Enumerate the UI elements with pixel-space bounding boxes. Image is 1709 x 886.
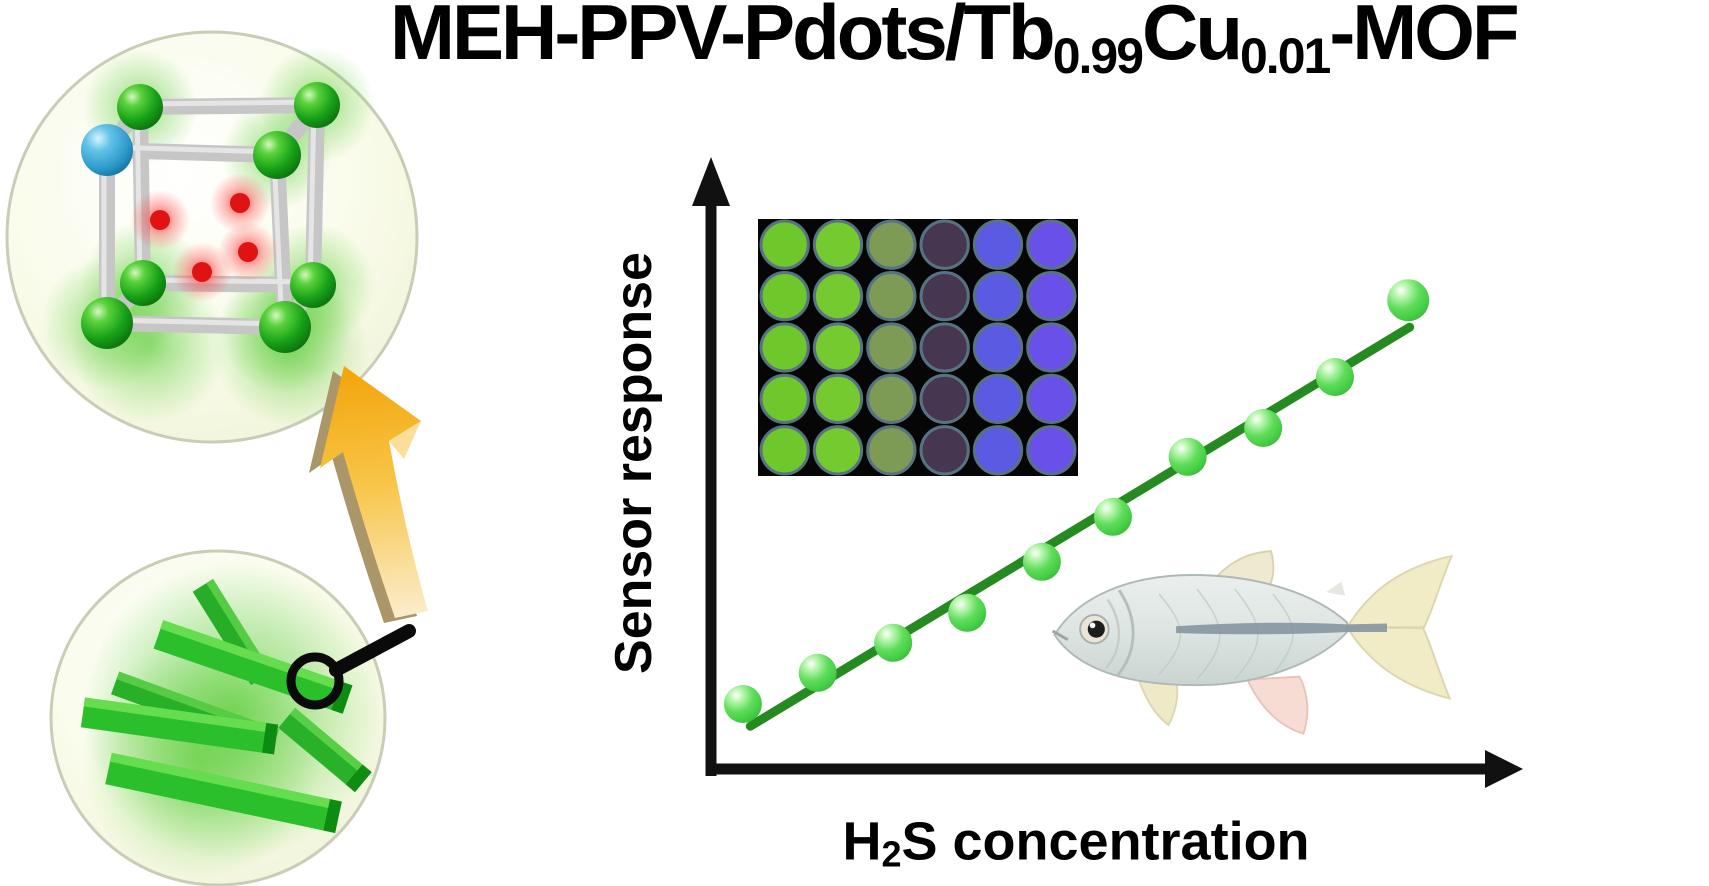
title-text-2: Cu: [1142, 0, 1243, 76]
pelvic-fin: [1136, 676, 1179, 727]
well: [972, 322, 1024, 373]
well: [919, 270, 970, 322]
data-point: [723, 685, 762, 723]
rod: [153, 620, 353, 714]
well: [812, 219, 864, 270]
trend-line: [745, 322, 1415, 731]
y-axis-arrowhead: [692, 157, 730, 206]
rod: [80, 697, 279, 755]
data-point: [1168, 437, 1207, 476]
red-dot: [238, 242, 258, 262]
eye-glint: [1089, 622, 1096, 629]
data-point: [1093, 497, 1132, 536]
well-plate-inset: [758, 219, 1078, 476]
fish-illustration: [1051, 550, 1454, 735]
data-points: [723, 279, 1430, 723]
title-subscript-2: 0.01: [1240, 28, 1331, 84]
title-text-3: -MOF: [1329, 0, 1519, 76]
magnifier-icon: [286, 624, 416, 710]
well-plate-background: [758, 219, 1078, 476]
title-text-1: MEH-PPV-Pdots/Tb: [390, 0, 1056, 76]
well: [972, 425, 1024, 476]
well: [759, 219, 810, 270]
pdots-circle: [49, 549, 416, 886]
scale-lines: [1158, 588, 1294, 680]
lateral-stripe: [1176, 622, 1387, 635]
red-dot: [150, 210, 170, 230]
well: [812, 425, 864, 476]
well: [1026, 322, 1077, 373]
data-point: [1387, 279, 1430, 322]
rod: [278, 707, 372, 793]
well: [972, 373, 1024, 425]
well: [972, 219, 1024, 270]
data-point: [1022, 542, 1061, 581]
x-label-pre: H: [842, 811, 882, 872]
well: [759, 270, 810, 322]
well: [812, 322, 864, 373]
figure-title: MEH-PPV-Pdots/Tb0.99Cu0.01-MOF: [390, 0, 1520, 84]
well: [812, 270, 864, 322]
green-rods: [80, 578, 372, 833]
well: [866, 219, 917, 270]
x-label-post: S concentration: [901, 811, 1310, 872]
adipose-fin: [1326, 581, 1346, 596]
mof-circle: [5, 30, 419, 444]
arrow-fold: [389, 421, 421, 459]
well: [1026, 219, 1077, 270]
red-dot: [192, 262, 212, 282]
fish-mouth: [1051, 629, 1069, 641]
arrow-body: [320, 366, 428, 618]
guest-dots: [130, 173, 278, 302]
curved-arrow: [309, 366, 428, 623]
rod: [105, 752, 342, 833]
well: [1026, 425, 1077, 476]
well: [759, 425, 810, 476]
well: [866, 322, 917, 373]
well: [759, 373, 810, 425]
well: [919, 425, 970, 476]
caudal-fin-bottom: [1345, 626, 1452, 700]
wells: [759, 219, 1077, 476]
gill-arc: [1116, 589, 1135, 677]
red-dot: [230, 193, 250, 213]
y-axis-label: Sensor response: [605, 252, 663, 674]
x-axis-label: H2S concentration: [842, 810, 1309, 875]
data-point: [1315, 358, 1354, 396]
well: [812, 373, 864, 425]
well: [919, 373, 970, 425]
anal-fin: [1245, 675, 1309, 735]
x-label-subscript: 2: [881, 833, 902, 875]
data-point: [1244, 409, 1283, 447]
data-point: [874, 623, 913, 662]
well: [759, 322, 810, 373]
well: [1026, 373, 1077, 425]
caudal-fin-top: [1345, 554, 1454, 629]
title-subscript-1: 0.99: [1052, 28, 1144, 84]
well: [866, 425, 917, 476]
well: [919, 219, 970, 270]
copper-node-blue: [81, 124, 133, 176]
well: [866, 270, 917, 322]
well: [972, 270, 1024, 322]
schematic-plot: [692, 157, 1523, 788]
data-point: [948, 593, 987, 632]
data-point: [798, 653, 837, 692]
x-axis-arrowhead: [1485, 750, 1523, 788]
fish-pupil: [1087, 620, 1105, 638]
gill-arc: [1104, 599, 1120, 669]
well: [866, 373, 917, 425]
well: [1026, 270, 1077, 322]
well: [919, 322, 970, 373]
metal-nodes: [81, 82, 340, 353]
